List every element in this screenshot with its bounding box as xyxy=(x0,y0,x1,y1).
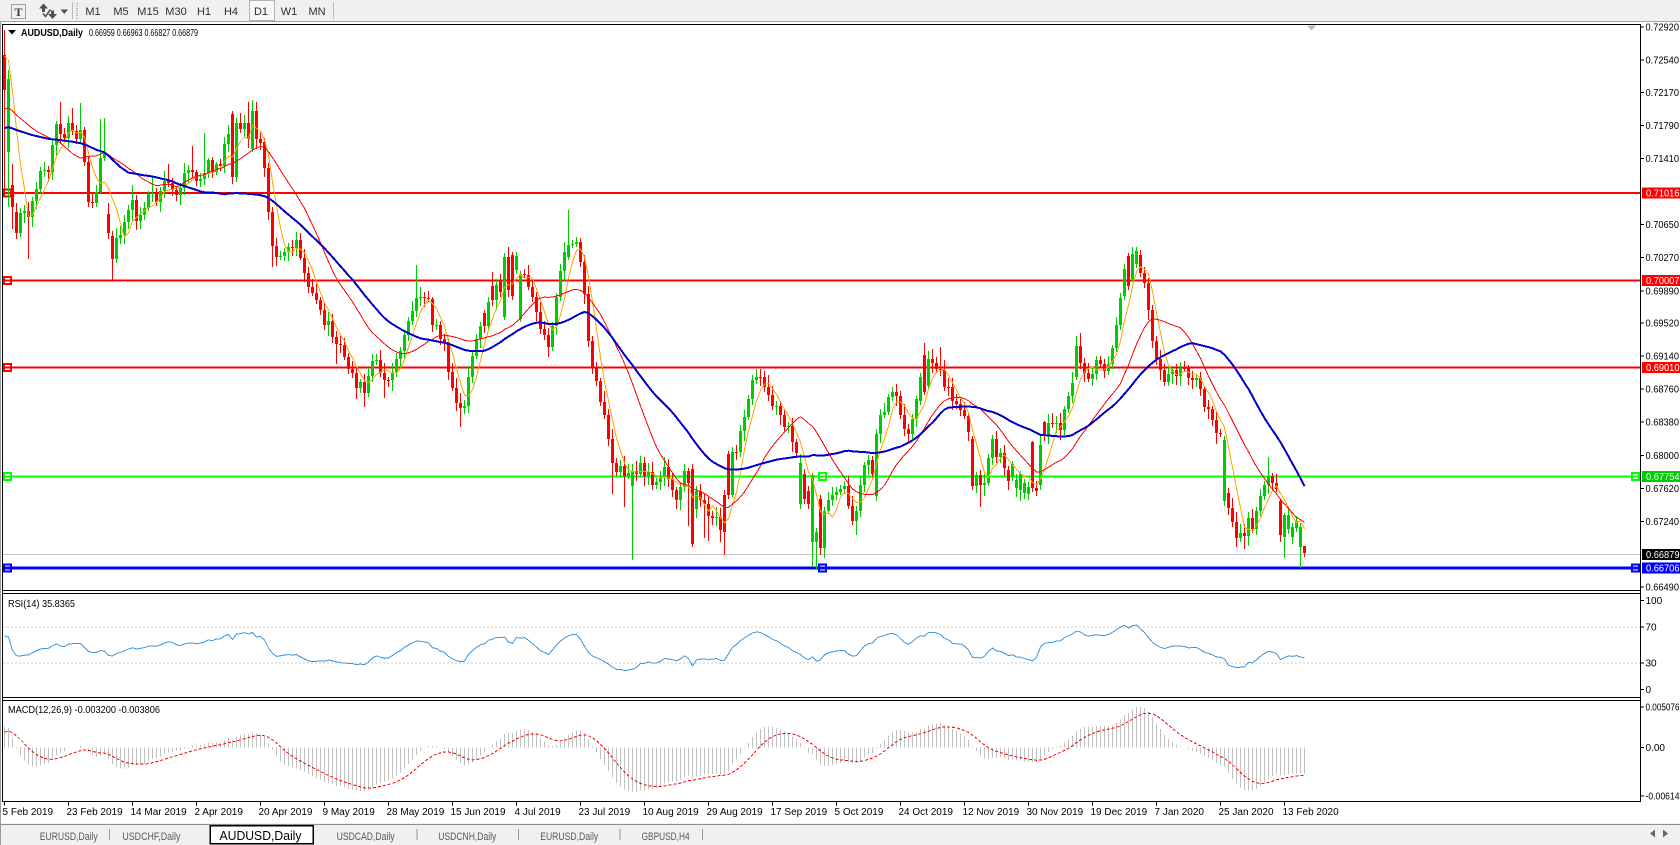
svg-text:0.71410: 0.71410 xyxy=(1646,154,1680,165)
svg-text:0.69140: 0.69140 xyxy=(1646,352,1680,363)
svg-text:USDCNH,Daily: USDCNH,Daily xyxy=(438,831,496,843)
svg-text:0.69890: 0.69890 xyxy=(1646,286,1680,297)
svg-text:25 Jan 2020: 25 Jan 2020 xyxy=(1219,807,1274,818)
svg-text:0: 0 xyxy=(1646,685,1652,696)
svg-text:MACD(12,26,9) -0.003200 -0.003: MACD(12,26,9) -0.003200 -0.003806 xyxy=(8,704,160,716)
svg-text:0.66706: 0.66706 xyxy=(1646,563,1680,574)
svg-text:30 Nov 2019: 30 Nov 2019 xyxy=(1027,807,1084,818)
svg-text:0.69010: 0.69010 xyxy=(1646,363,1680,374)
svg-text:0.68380: 0.68380 xyxy=(1646,418,1680,429)
svg-text:0.67754: 0.67754 xyxy=(1646,472,1680,483)
svg-text:7 Jan 2020: 7 Jan 2020 xyxy=(1155,807,1205,818)
svg-text:28 May 2019: 28 May 2019 xyxy=(387,807,445,818)
svg-text:10 Aug 2019: 10 Aug 2019 xyxy=(643,807,700,818)
svg-text:W1: W1 xyxy=(281,6,298,18)
svg-text:USDCAD,Daily: USDCAD,Daily xyxy=(337,831,395,843)
svg-text:T: T xyxy=(14,5,22,19)
svg-text:12 Nov 2019: 12 Nov 2019 xyxy=(963,807,1020,818)
svg-text:0.70270: 0.70270 xyxy=(1646,253,1680,264)
svg-text:AUDUSD,Daily: AUDUSD,Daily xyxy=(21,27,83,39)
svg-text:0.72170: 0.72170 xyxy=(1646,88,1680,99)
svg-text:0.005076: 0.005076 xyxy=(1646,702,1680,713)
svg-text:0.70007: 0.70007 xyxy=(1646,276,1680,287)
svg-text:0.71790: 0.71790 xyxy=(1646,121,1680,132)
svg-text:0.00: 0.00 xyxy=(1646,743,1666,754)
svg-text:0.69520: 0.69520 xyxy=(1646,318,1680,329)
svg-text:13 Feb 2020: 13 Feb 2020 xyxy=(1283,807,1340,818)
svg-text:RSI(14) 35.8365: RSI(14) 35.8365 xyxy=(8,598,75,610)
svg-text:GBPUSD,H4: GBPUSD,H4 xyxy=(642,831,690,843)
svg-text:M5: M5 xyxy=(113,6,128,18)
svg-text:30: 30 xyxy=(1646,658,1658,669)
svg-text:0.67240: 0.67240 xyxy=(1646,517,1680,528)
svg-text:M30: M30 xyxy=(165,6,186,18)
svg-text:5 Oct 2019: 5 Oct 2019 xyxy=(835,807,884,818)
svg-text:23 Jul 2019: 23 Jul 2019 xyxy=(579,807,631,818)
svg-text:0.66490: 0.66490 xyxy=(1646,582,1680,593)
svg-text:9 May 2019: 9 May 2019 xyxy=(323,807,376,818)
svg-text:70: 70 xyxy=(1646,623,1658,634)
svg-text:0.68760: 0.68760 xyxy=(1646,385,1680,396)
svg-text:EURUSD,Daily: EURUSD,Daily xyxy=(40,831,98,843)
svg-text:15 Jun 2019: 15 Jun 2019 xyxy=(451,807,506,818)
svg-text:0.70650: 0.70650 xyxy=(1646,220,1680,231)
svg-text:19 Dec 2019: 19 Dec 2019 xyxy=(1091,807,1148,818)
svg-text:M15: M15 xyxy=(137,6,158,18)
svg-text:0.67620: 0.67620 xyxy=(1646,484,1680,495)
svg-text:H4: H4 xyxy=(224,6,238,18)
svg-text:20 Apr 2019: 20 Apr 2019 xyxy=(259,807,313,818)
svg-text:0.66959 0.66963 0.66827 0.6687: 0.66959 0.66963 0.66827 0.66879 xyxy=(89,27,198,39)
svg-text:2 Apr 2019: 2 Apr 2019 xyxy=(195,807,244,818)
svg-text:29 Aug 2019: 29 Aug 2019 xyxy=(707,807,764,818)
svg-text:0.71016: 0.71016 xyxy=(1646,188,1680,199)
svg-text:0.72540: 0.72540 xyxy=(1646,56,1680,67)
svg-text:MN: MN xyxy=(308,6,325,18)
svg-text:H1: H1 xyxy=(197,6,211,18)
svg-text:0.66879: 0.66879 xyxy=(1646,550,1680,561)
svg-text:23 Feb 2019: 23 Feb 2019 xyxy=(67,807,124,818)
svg-text:24 Oct 2019: 24 Oct 2019 xyxy=(899,807,954,818)
svg-text:-0.00614: -0.00614 xyxy=(1646,792,1680,803)
svg-text:USDCHF,Daily: USDCHF,Daily xyxy=(122,831,180,843)
svg-text:EURUSD,Daily: EURUSD,Daily xyxy=(540,831,598,843)
svg-text:0.68000: 0.68000 xyxy=(1646,451,1680,462)
svg-text:AUDUSD,Daily: AUDUSD,Daily xyxy=(220,828,302,843)
svg-text:D1: D1 xyxy=(254,6,268,18)
svg-text:100: 100 xyxy=(1646,596,1663,607)
svg-text:14 Mar 2019: 14 Mar 2019 xyxy=(131,807,188,818)
svg-text:5 Feb 2019: 5 Feb 2019 xyxy=(3,807,54,818)
svg-text:17 Sep 2019: 17 Sep 2019 xyxy=(771,807,828,818)
svg-text:4 Jul 2019: 4 Jul 2019 xyxy=(515,807,562,818)
svg-text:0.72920: 0.72920 xyxy=(1646,22,1680,33)
svg-text:M1: M1 xyxy=(85,6,100,18)
